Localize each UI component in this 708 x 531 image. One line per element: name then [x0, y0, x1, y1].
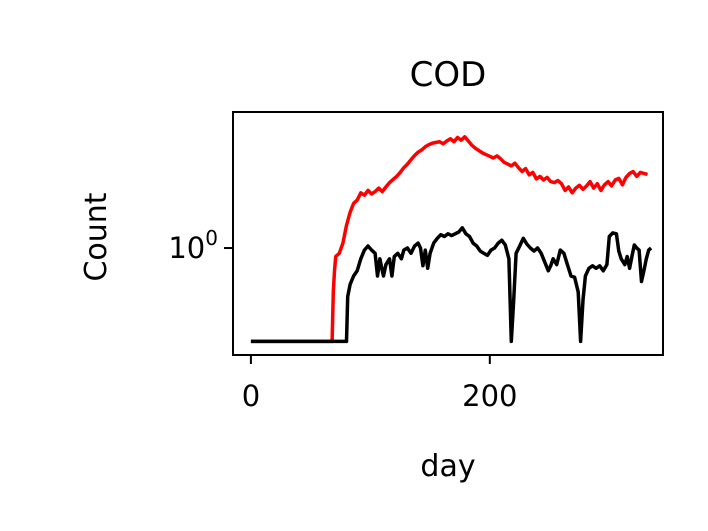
x-axis-ticks: 0 200	[242, 355, 517, 413]
plot-frame	[232, 111, 664, 356]
y-axis-label: Count	[79, 192, 114, 281]
x-tick-label-1: 0	[242, 379, 260, 413]
series-layer	[250, 135, 653, 344]
x-tick-label-2: 200	[462, 379, 517, 413]
x-axis-label: day	[420, 449, 475, 484]
series-line-2	[250, 226, 653, 344]
y-axis-ticks: 100	[168, 226, 233, 265]
y-tick-label-1: 100	[168, 226, 218, 265]
chart-title: COD	[410, 55, 487, 95]
series-line-1	[250, 135, 648, 344]
